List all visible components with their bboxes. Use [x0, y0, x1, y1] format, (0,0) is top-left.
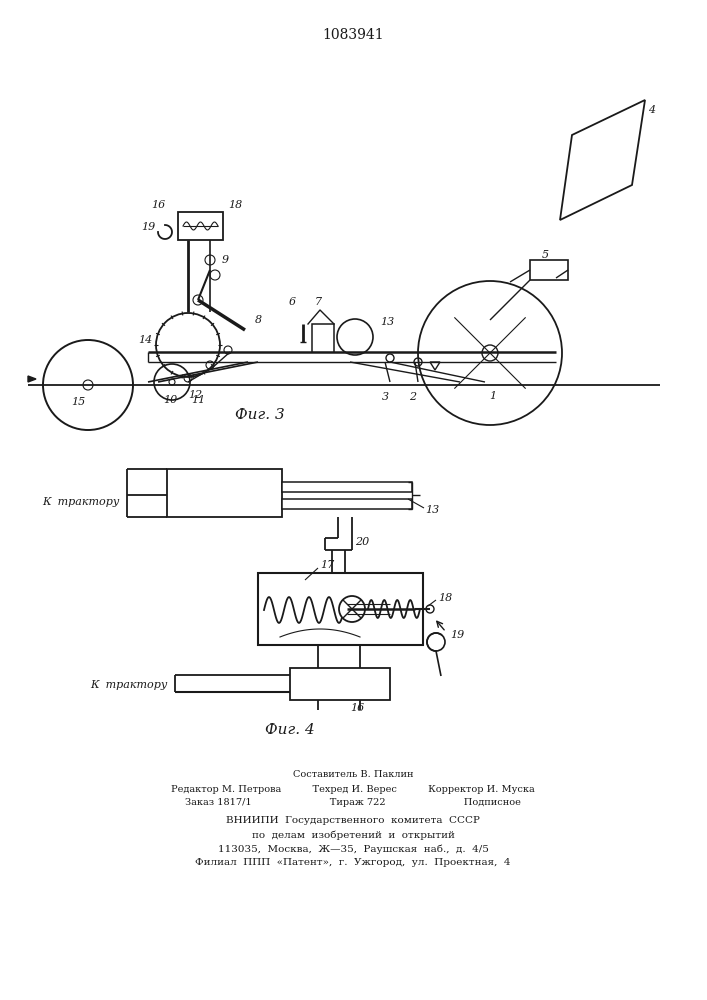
- Text: 18: 18: [438, 593, 452, 603]
- Text: К  трактору: К трактору: [90, 680, 168, 690]
- Bar: [312, 324, 334, 352]
- Text: 19: 19: [450, 630, 464, 640]
- Text: 18: 18: [228, 200, 243, 210]
- Text: 6: 6: [288, 297, 296, 307]
- Text: 113035,  Москва,  Ж—35,  Раушская  наб.,  д.  4/5: 113035, Москва, Ж—35, Раушская наб., д. …: [218, 844, 489, 854]
- Bar: [530, 260, 568, 280]
- Text: 17: 17: [320, 560, 334, 570]
- Text: 11: 11: [191, 395, 205, 405]
- Text: 9: 9: [222, 255, 229, 265]
- Text: 1083941: 1083941: [322, 28, 384, 42]
- Text: К  трактору: К трактору: [42, 497, 120, 507]
- Text: 13: 13: [380, 317, 395, 327]
- Text: 20: 20: [355, 537, 369, 547]
- Bar: [167, 469, 282, 517]
- Text: 13: 13: [425, 505, 439, 515]
- Text: 16: 16: [151, 200, 165, 210]
- Polygon shape: [28, 376, 36, 382]
- Text: Заказ 1817/1                         Тираж 722                         Подписное: Заказ 1817/1 Тираж 722 Подписное: [185, 798, 521, 807]
- Text: 5: 5: [542, 250, 549, 260]
- Bar: [282, 482, 412, 492]
- Text: 8: 8: [255, 315, 262, 325]
- Circle shape: [339, 596, 365, 622]
- Text: 4: 4: [648, 105, 655, 115]
- Text: 12: 12: [188, 390, 202, 400]
- Text: 1: 1: [489, 391, 496, 401]
- Text: 15: 15: [71, 397, 85, 407]
- Text: Фиг. 4: Фиг. 4: [265, 723, 315, 737]
- Text: 10: 10: [163, 395, 177, 405]
- Text: 14: 14: [138, 335, 152, 345]
- Text: 19: 19: [141, 222, 155, 232]
- Bar: [282, 499, 412, 509]
- Bar: [290, 668, 390, 700]
- Text: ВНИИПИ  Государственного  комитета  СССР: ВНИИПИ Государственного комитета СССР: [226, 816, 480, 825]
- Text: Фиг. 3: Фиг. 3: [235, 408, 285, 422]
- Bar: [258, 573, 423, 645]
- Text: 2: 2: [409, 392, 416, 402]
- Text: 16: 16: [350, 703, 364, 713]
- Text: по  делам  изобретений  и  открытий: по делам изобретений и открытий: [252, 830, 455, 840]
- Text: Составитель В. Паклин: Составитель В. Паклин: [293, 770, 414, 779]
- Text: Филиал  ППП  «Патент»,  г.  Ужгород,  ул.  Проектная,  4: Филиал ППП «Патент», г. Ужгород, ул. Про…: [195, 858, 510, 867]
- Text: 3: 3: [382, 392, 389, 402]
- Text: 7: 7: [315, 297, 322, 307]
- Bar: [178, 212, 223, 240]
- Text: Редактор М. Петрова          Техред И. Верес          Корректор И. Муска: Редактор М. Петрова Техред И. Верес Корр…: [171, 785, 535, 794]
